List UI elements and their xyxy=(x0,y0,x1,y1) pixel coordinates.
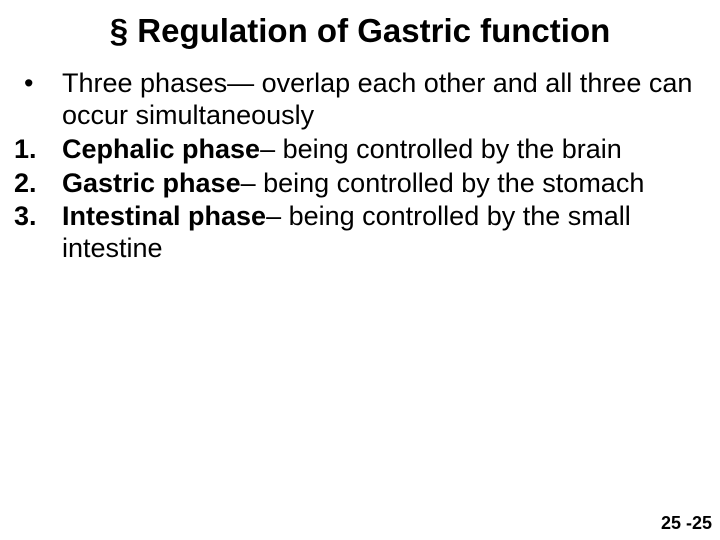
item-bold: Cephalic phase xyxy=(62,134,260,164)
item-rest: – being controlled by the stomach xyxy=(241,168,645,198)
list-item: 1. Cephalic phase– being controlled by t… xyxy=(14,134,706,166)
slide-body: • Three phases— overlap each other and a… xyxy=(14,68,706,265)
item-number: 3. xyxy=(14,201,62,233)
page-number: 25 -25 xyxy=(661,513,712,534)
item-bold: Gastric phase xyxy=(62,168,241,198)
item-number: 1. xyxy=(14,134,62,166)
item-text: Intestinal phase– being controlled by th… xyxy=(62,201,706,265)
item-number: 2. xyxy=(14,168,62,200)
list-item: 3. Intestinal phase– being controlled by… xyxy=(14,201,706,265)
intro-text: Three phases— overlap each other and all… xyxy=(62,68,706,132)
item-text: Gastric phase– being controlled by the s… xyxy=(62,168,706,200)
slide-title: § Regulation of Gastric function xyxy=(14,12,706,50)
item-text: Cephalic phase– being controlled by the … xyxy=(62,134,706,166)
bullet-glyph: • xyxy=(14,68,62,100)
item-bold: Intestinal phase xyxy=(62,201,266,231)
item-rest: – being controlled by the brain xyxy=(260,134,622,164)
list-item: 2. Gastric phase– being controlled by th… xyxy=(14,168,706,200)
bullet-row: • Three phases— overlap each other and a… xyxy=(14,68,706,132)
